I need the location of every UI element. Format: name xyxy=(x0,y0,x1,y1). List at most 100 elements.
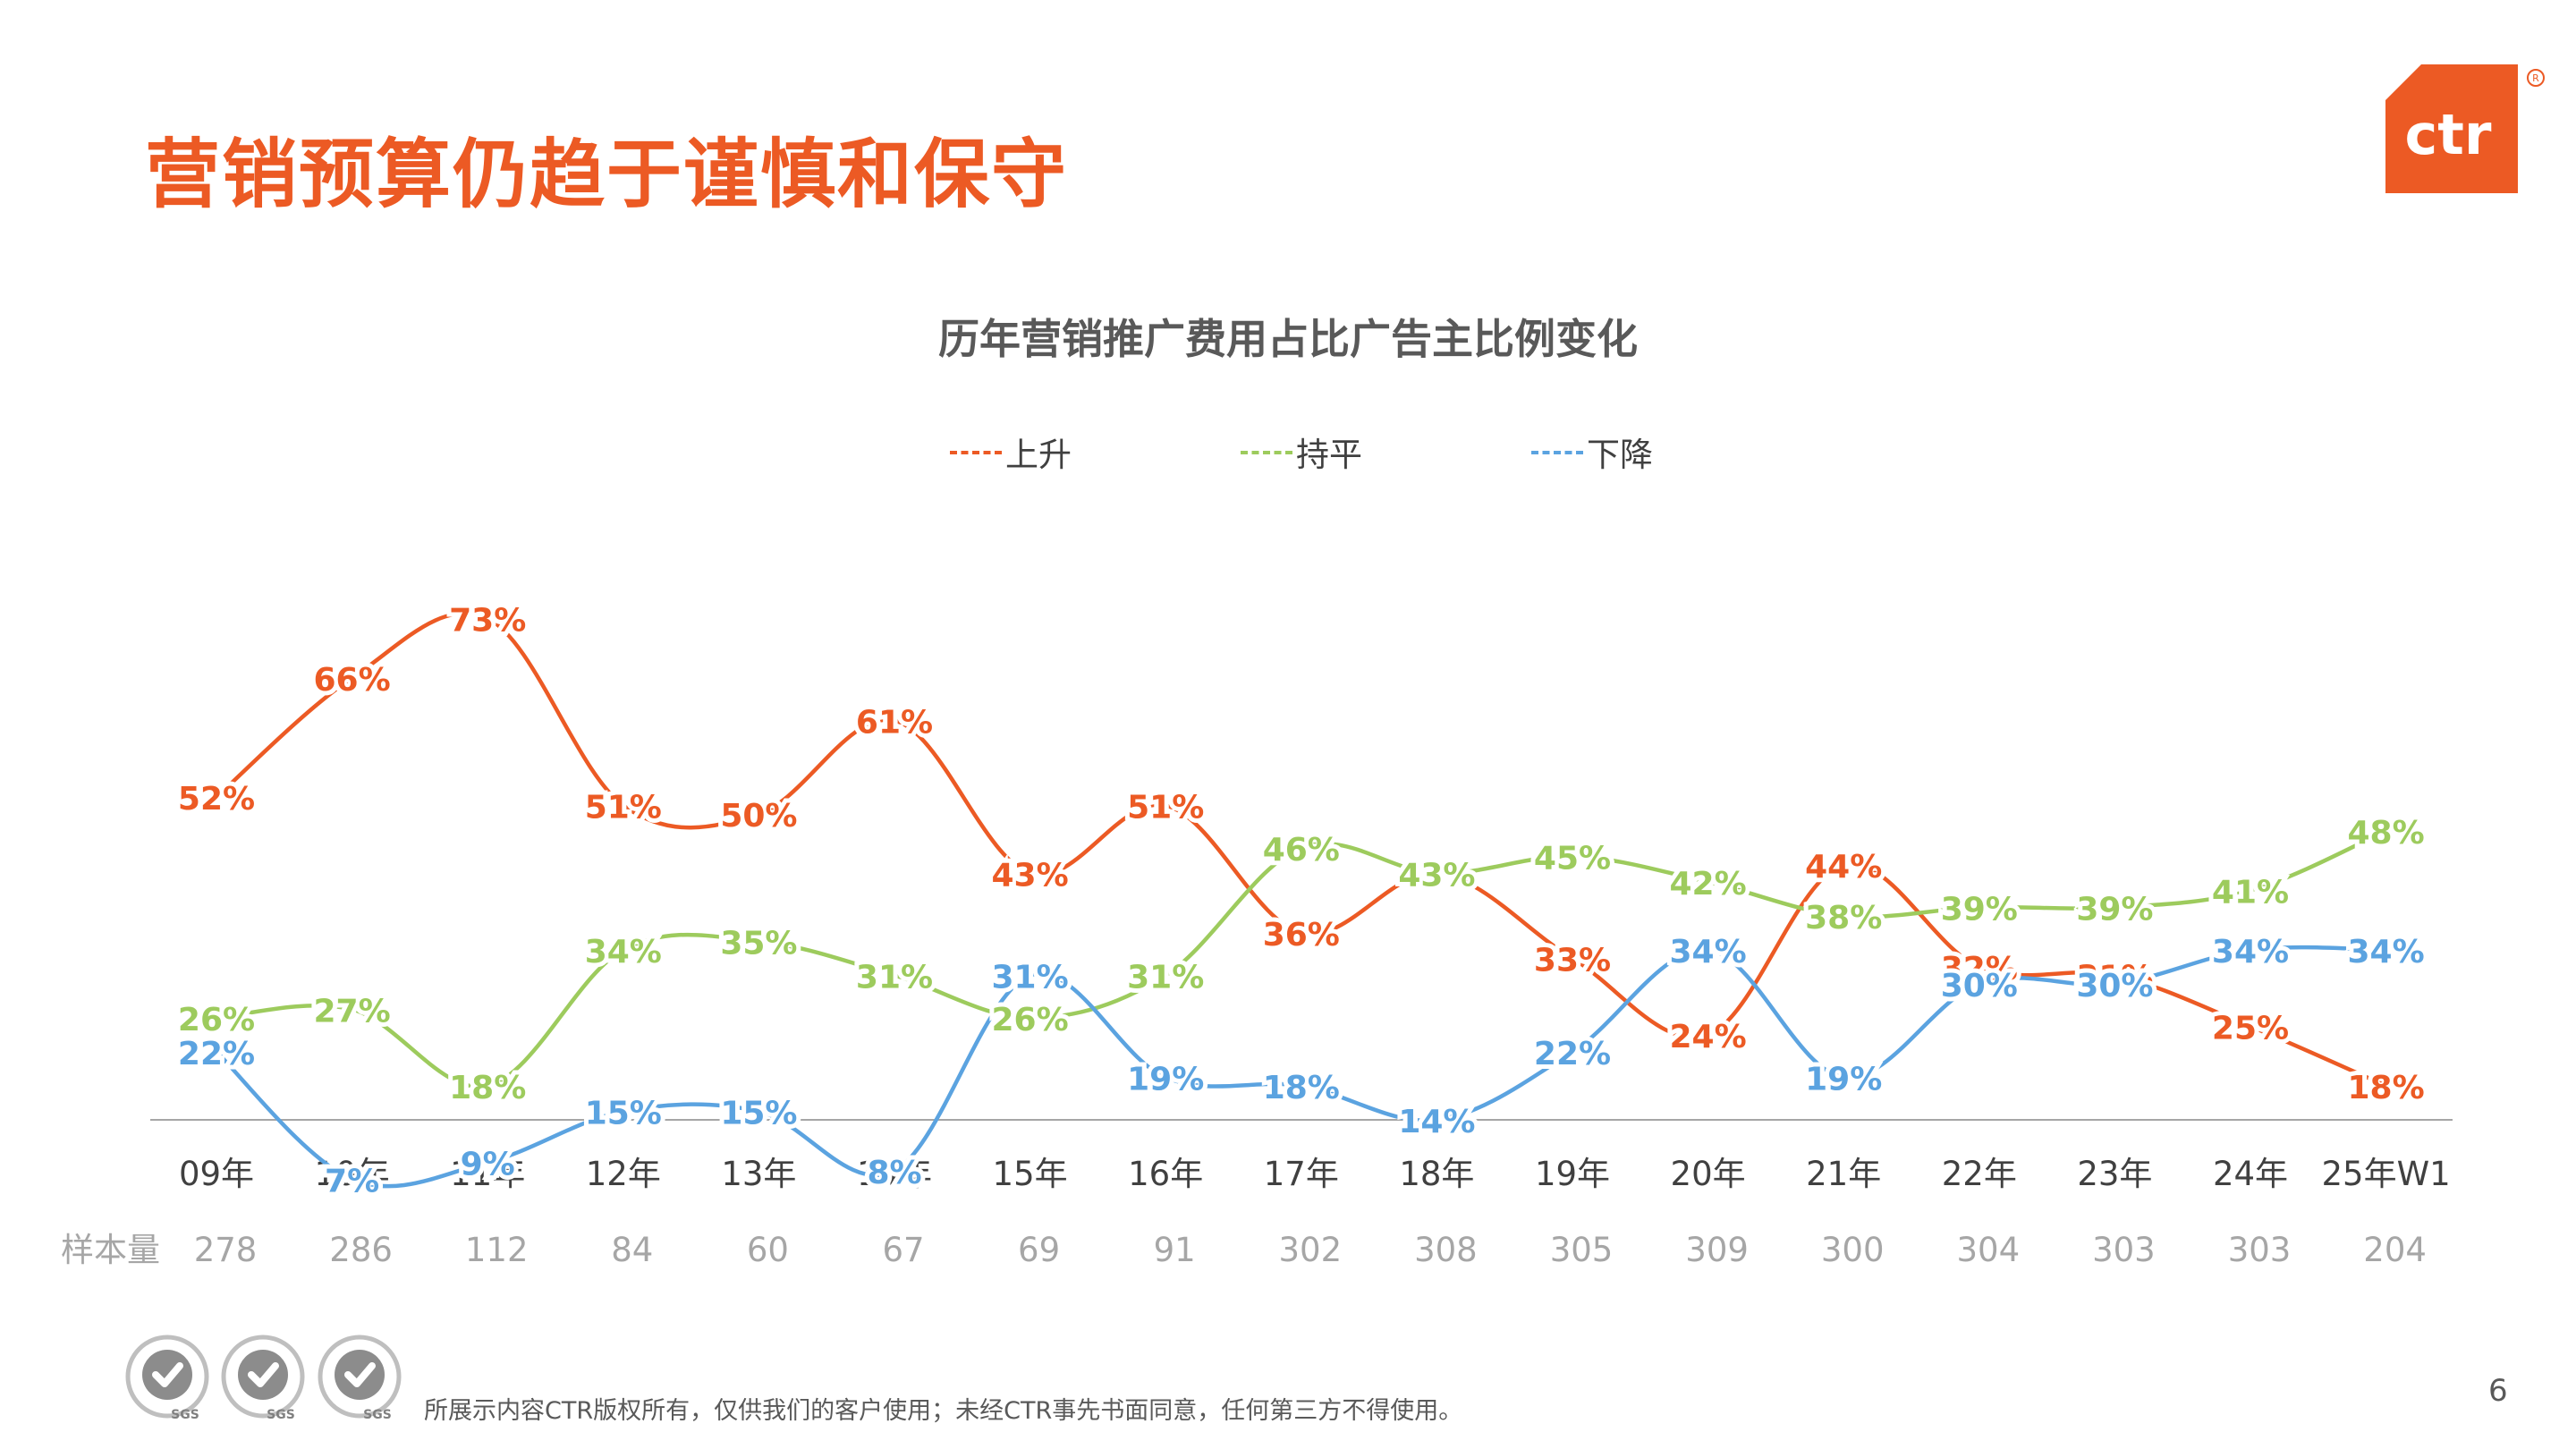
series-flat-data-label: 45% xyxy=(1534,841,1611,877)
series-rise-data-label: 25% xyxy=(2212,1011,2289,1047)
series-flat-data-label: 31% xyxy=(1127,960,1204,996)
sample-size-value: 60 xyxy=(747,1231,789,1269)
series-rise-data-label: 61% xyxy=(856,705,933,741)
check-seal-icon: SGS xyxy=(125,1335,209,1422)
series-fall-data-label: 30% xyxy=(2076,968,2153,1004)
sample-size-value: 278 xyxy=(194,1231,258,1269)
copyright-note: 所展示内容CTR版权所有，仅供我们的客户使用；未经CTR事先书面同意，任何第三方… xyxy=(424,1397,1463,1425)
x-tick-label: 16年 xyxy=(1128,1155,1203,1193)
sample-size-value: 303 xyxy=(2228,1231,2292,1269)
svg-text:R: R xyxy=(2532,72,2539,84)
x-tick-label: 23年 xyxy=(2077,1155,2152,1193)
series-fall-data-label: 30% xyxy=(1941,968,2018,1004)
legend-line-rise xyxy=(950,451,1002,454)
series-rise-data-label: 52% xyxy=(178,781,255,818)
series-rise-data-label: 50% xyxy=(720,798,797,835)
legend-label-rise: 上升 xyxy=(1005,436,1072,474)
sample-size-value: 69 xyxy=(1018,1231,1060,1269)
series-fall-data-label: 34% xyxy=(2212,934,2289,970)
sample-size-value: 286 xyxy=(329,1231,393,1269)
line-chart: 09年 10年 11年 12年 13年 14年 15年 16年 17年 18年 19年 20年 21年 2… xyxy=(61,602,2453,1269)
legend-label-fall: 下降 xyxy=(1587,436,1653,474)
series-flat-data-label: 43% xyxy=(1398,858,1475,894)
registered-icon: R xyxy=(2527,69,2545,87)
series-fall-data-label: 18% xyxy=(1263,1070,1340,1106)
series-flat-data-label: 34% xyxy=(585,934,662,970)
x-tick-label: 20年 xyxy=(1671,1155,1746,1193)
series-rise-data-label: 44% xyxy=(1805,849,1882,886)
series-rise-data-label: 32% xyxy=(1941,951,2018,987)
sample-size-value: 305 xyxy=(1550,1231,1614,1269)
x-tick-label: 15年 xyxy=(993,1155,1068,1193)
sample-size-value: 309 xyxy=(1685,1231,1749,1269)
sample-size-value: 304 xyxy=(1956,1231,2020,1269)
chart-title: 历年营销推广费用占比广告主比例变化 xyxy=(938,315,1638,363)
x-tick-label: 12年 xyxy=(586,1155,661,1193)
sample-size-value: 302 xyxy=(1278,1231,1342,1269)
sample-size-value: 204 xyxy=(2363,1231,2427,1269)
logo-text: ctr xyxy=(2405,102,2492,167)
series-fall-data-label: 22% xyxy=(178,1036,255,1072)
series-fall-data-label: 7% xyxy=(325,1164,379,1200)
series-flat-data-label: 39% xyxy=(1941,892,2018,928)
page-number: 6 xyxy=(2488,1373,2508,1409)
badge-text: SGS xyxy=(363,1408,392,1420)
x-tick-label: 24年 xyxy=(2213,1155,2288,1193)
sample-size-value: 91 xyxy=(1154,1231,1196,1269)
series-flat-data-label: 39% xyxy=(2076,892,2153,928)
x-tick-label: 09年 xyxy=(179,1155,254,1193)
legend-label-flat: 持平 xyxy=(1296,436,1362,474)
series-fall-data-label: 15% xyxy=(720,1096,797,1132)
badge-text: SGS xyxy=(171,1408,199,1420)
series-rise-line xyxy=(215,611,2387,1089)
sample-size-value: 112 xyxy=(465,1231,529,1269)
sample-size-value: 300 xyxy=(1821,1231,1885,1269)
series-rise-data-label: 24% xyxy=(1670,1019,1747,1055)
series-flat-data-label: 31% xyxy=(856,960,933,996)
series-flat-data-label: 35% xyxy=(720,926,797,962)
series-fall-data-label: 31% xyxy=(992,960,1069,996)
series-fall-data-label: 19% xyxy=(1127,1062,1204,1098)
check-seal-icon: SGS xyxy=(318,1335,402,1422)
series-flat-data-label: 26% xyxy=(178,1002,255,1038)
series-fall-data-label: 15% xyxy=(585,1096,662,1132)
series-fall-data-label: 9% xyxy=(461,1147,515,1183)
iso-cert-badge-3: SGS xyxy=(316,1333,403,1422)
x-tick-label: 21年 xyxy=(1806,1155,1881,1193)
series-fall-data-label: 14% xyxy=(1398,1104,1475,1140)
sample-size-value: 308 xyxy=(1414,1231,1478,1269)
series-rise-data-label: 31% xyxy=(2076,960,2153,996)
check-seal-icon: SGS xyxy=(221,1335,305,1422)
series-fall-data-label: 8% xyxy=(867,1155,921,1191)
series-rise-data-label: 51% xyxy=(1127,790,1204,826)
series-rise-data-label: 43% xyxy=(1398,858,1475,894)
sample-size-value: 84 xyxy=(611,1231,653,1269)
series-flat-data-label: 27% xyxy=(314,994,391,1030)
series-rise-data-label: 73% xyxy=(449,603,526,640)
legend-line-fall xyxy=(1531,451,1583,454)
x-tick-label: 19年 xyxy=(1535,1155,1610,1193)
series-rise-data-label: 36% xyxy=(1263,917,1340,953)
sample-size-value: 67 xyxy=(882,1231,924,1269)
series-rise-data-label: 51% xyxy=(585,790,662,826)
ctr-logo: ctr xyxy=(2385,64,2518,193)
legend-line-flat xyxy=(1241,451,1292,454)
x-tick-label: 25年W1 xyxy=(2321,1155,2450,1193)
page-title: 营销预算仍趋于谨慎和保守 xyxy=(145,131,1069,218)
series-flat-line xyxy=(216,828,2387,1089)
x-tick-label: 13年 xyxy=(721,1155,796,1193)
series-fall-line xyxy=(215,945,2386,1189)
sample-size-label: 样本量 xyxy=(61,1231,160,1269)
series-flat-data-label: 38% xyxy=(1805,900,1882,936)
series-flat-data-label: 26% xyxy=(992,1002,1069,1038)
series-flat-data-label: 46% xyxy=(1263,832,1340,869)
series-flat-data-label: 41% xyxy=(2212,875,2289,911)
x-tick-label: 18年 xyxy=(1399,1155,1474,1193)
x-tick-label: 17年 xyxy=(1264,1155,1339,1193)
iso-cert-badge-1: SGS xyxy=(123,1333,211,1422)
badge-text: SGS xyxy=(267,1408,295,1420)
series-flat-data-label: 42% xyxy=(1670,866,1747,902)
series-fall-data-label: 22% xyxy=(1534,1036,1611,1072)
x-tick-label: 22年 xyxy=(1942,1155,2017,1193)
series-rise-data-label: 66% xyxy=(314,662,391,699)
